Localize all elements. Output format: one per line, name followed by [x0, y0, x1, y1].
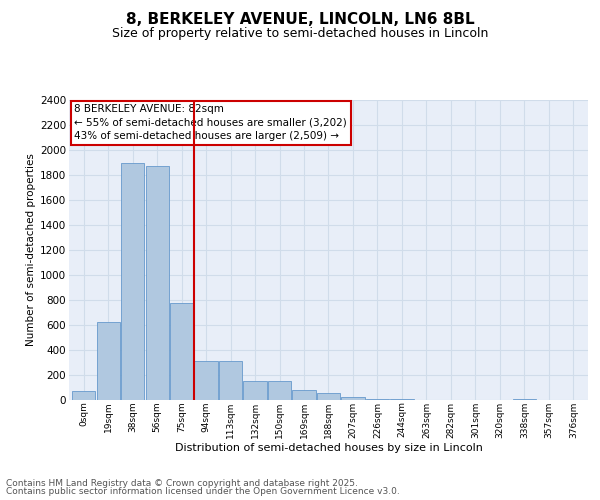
Bar: [72, 390, 95, 400]
Bar: [219, 361, 242, 400]
Text: 8, BERKELEY AVENUE, LINCOLN, LN6 8BL: 8, BERKELEY AVENUE, LINCOLN, LN6 8BL: [125, 12, 475, 28]
Text: Contains public sector information licensed under the Open Government Licence v3: Contains public sector information licen…: [6, 487, 400, 496]
Bar: [292, 390, 316, 400]
Bar: [341, 397, 365, 400]
Y-axis label: Number of semi-detached properties: Number of semi-detached properties: [26, 154, 36, 346]
Bar: [366, 399, 389, 400]
Text: 8 BERKELEY AVENUE: 82sqm
← 55% of semi-detached houses are smaller (3,202)
43% o: 8 BERKELEY AVENUE: 82sqm ← 55% of semi-d…: [74, 104, 347, 141]
Bar: [97, 322, 120, 400]
Bar: [268, 380, 291, 400]
X-axis label: Distribution of semi-detached houses by size in Lincoln: Distribution of semi-detached houses by …: [175, 444, 482, 454]
Text: Contains HM Land Registry data © Crown copyright and database right 2025.: Contains HM Land Registry data © Crown c…: [6, 478, 358, 488]
Bar: [121, 162, 144, 400]
Bar: [244, 380, 266, 400]
Bar: [194, 361, 218, 400]
Bar: [170, 303, 193, 400]
Text: Size of property relative to semi-detached houses in Lincoln: Size of property relative to semi-detach…: [112, 28, 488, 40]
Bar: [317, 393, 340, 400]
Bar: [146, 166, 169, 400]
